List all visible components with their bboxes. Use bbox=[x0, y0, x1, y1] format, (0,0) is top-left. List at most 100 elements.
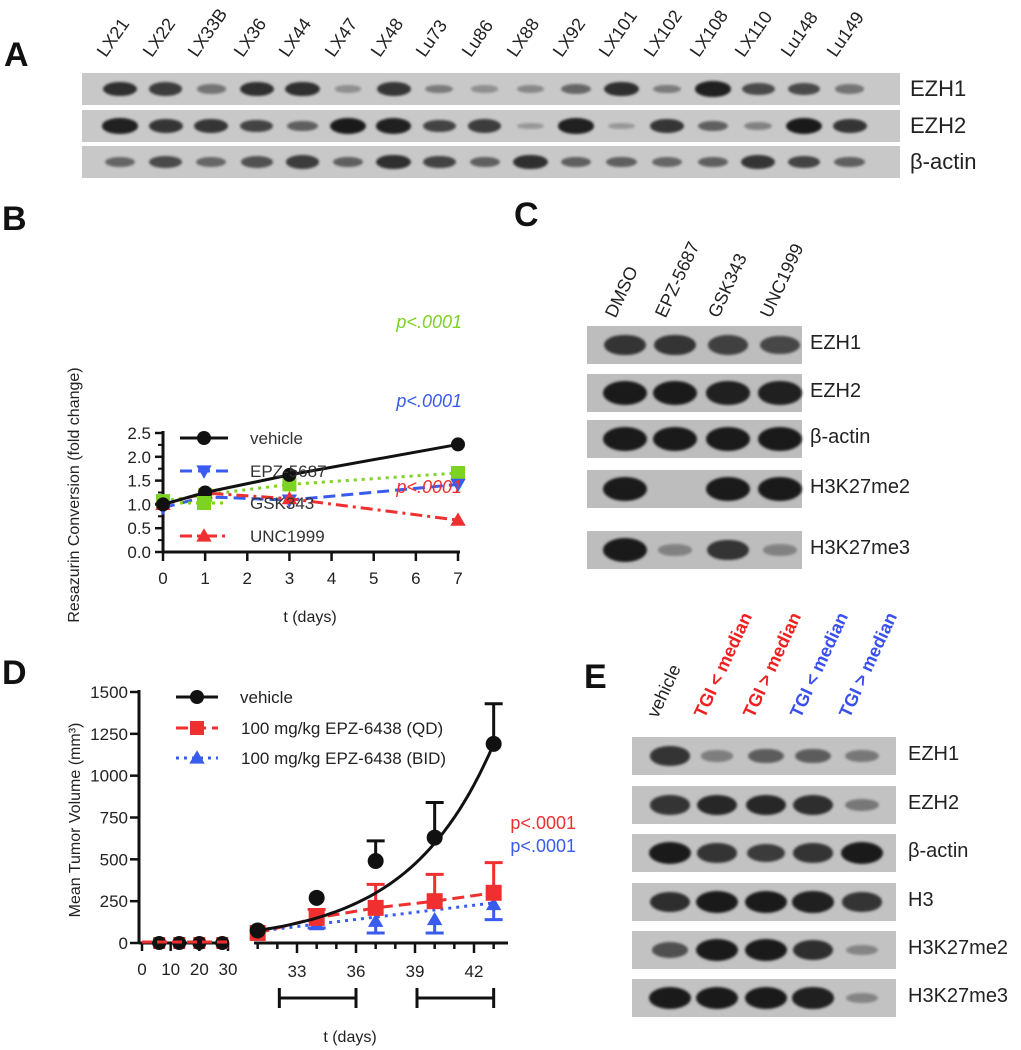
blot-band bbox=[650, 795, 690, 815]
blot-band bbox=[696, 987, 738, 1009]
blot-band bbox=[653, 427, 697, 451]
blot-band bbox=[649, 892, 691, 912]
blot-band bbox=[196, 156, 227, 168]
blot-band bbox=[695, 81, 731, 97]
blot-band bbox=[763, 544, 797, 556]
blot-band bbox=[842, 892, 882, 912]
lane-label: LX110 bbox=[731, 7, 777, 61]
panel-a-letter: A bbox=[4, 36, 29, 74]
svg-text:EPZ-5687: EPZ-5687 bbox=[250, 462, 327, 481]
blot-band bbox=[795, 748, 831, 764]
blot-band bbox=[148, 119, 183, 133]
svg-text:1.5: 1.5 bbox=[127, 472, 151, 491]
blot-row-label: β-actin bbox=[810, 426, 871, 448]
blot-strip-actin bbox=[82, 146, 900, 178]
blot-band bbox=[334, 85, 362, 93]
svg-text:5: 5 bbox=[369, 569, 378, 588]
lane-label: DMSO bbox=[600, 263, 642, 321]
svg-text:2.0: 2.0 bbox=[127, 448, 151, 467]
blot-band bbox=[748, 748, 784, 764]
blot-band bbox=[603, 538, 647, 562]
blot-row-label: H3 bbox=[908, 889, 934, 911]
blot-band bbox=[652, 84, 682, 94]
blot-band bbox=[758, 427, 802, 451]
blot-band bbox=[649, 842, 691, 864]
blot-band bbox=[102, 118, 138, 134]
blot-band bbox=[707, 539, 749, 561]
svg-text:250: 250 bbox=[100, 892, 128, 911]
blot-band bbox=[792, 940, 834, 960]
marker-square bbox=[451, 465, 465, 480]
y-axis-label: Mean Tumor Volume (mm³) bbox=[67, 723, 84, 918]
blot-band bbox=[516, 85, 545, 93]
lane-label: LX102 bbox=[639, 6, 687, 61]
blot-strip-ezh2 bbox=[587, 374, 802, 412]
lane-label: LX36 bbox=[229, 14, 271, 61]
svg-text:vehicle: vehicle bbox=[240, 688, 293, 707]
svg-text:500: 500 bbox=[100, 850, 128, 869]
blot-band bbox=[513, 154, 548, 170]
svg-text:1500: 1500 bbox=[90, 683, 128, 702]
blot-row-label: β-actin bbox=[908, 840, 969, 862]
marker-square bbox=[485, 884, 502, 901]
marker-circle bbox=[367, 853, 384, 870]
lane-label: Lu73 bbox=[411, 16, 452, 61]
lane-label: LX108 bbox=[685, 6, 732, 61]
blot-band bbox=[603, 427, 647, 451]
lane-label: LX48 bbox=[366, 14, 407, 61]
y-axis-label: Resazurin Conversion (fold change) bbox=[66, 367, 83, 622]
marker-square bbox=[190, 721, 204, 735]
blot-band bbox=[654, 334, 696, 356]
blot-band bbox=[608, 122, 635, 130]
blot-band bbox=[422, 155, 456, 169]
blot-band bbox=[285, 155, 320, 169]
blot-band bbox=[330, 118, 366, 134]
lane-label: LX22 bbox=[138, 14, 179, 61]
blot-band bbox=[376, 82, 411, 96]
blot-band bbox=[700, 750, 734, 762]
svg-text:20: 20 bbox=[190, 960, 209, 979]
lane-label: LX88 bbox=[503, 14, 544, 61]
chart-b-axes: 0.0 0.5 1.0 1.5 2.0 2.5 0 1 2 3 4 5 6 7 t (days) Resazu… bbox=[66, 367, 463, 626]
blot-band bbox=[560, 83, 592, 95]
blot-band bbox=[792, 987, 834, 1009]
marker-square bbox=[426, 893, 443, 910]
svg-text:3: 3 bbox=[285, 569, 294, 588]
svg-text:10: 10 bbox=[161, 960, 180, 979]
blot-band bbox=[745, 939, 787, 961]
marker-square bbox=[367, 899, 384, 916]
marker-circle bbox=[308, 889, 325, 906]
blot-band bbox=[149, 155, 182, 169]
blot-band bbox=[787, 82, 821, 96]
blot-row-label: β-actin bbox=[910, 149, 977, 174]
marker-circle bbox=[451, 437, 465, 452]
blot-row-label: H3K27me3 bbox=[908, 985, 1009, 1007]
blot-strip-h3k27me3 bbox=[587, 531, 802, 569]
panel-c-letter: C bbox=[514, 196, 539, 234]
blot-band bbox=[604, 81, 639, 97]
blot-band bbox=[696, 794, 738, 816]
blot-band bbox=[375, 118, 412, 134]
blot-row-label: EZH2 bbox=[908, 792, 960, 814]
blot-band bbox=[845, 799, 879, 811]
lane-label: Lu149 bbox=[822, 7, 868, 61]
blot-band bbox=[746, 843, 786, 863]
svg-text:100 mg/kg EPZ-6438 (QD): 100 mg/kg EPZ-6438 (QD) bbox=[241, 719, 443, 738]
blot-band bbox=[424, 84, 454, 94]
series-line-epz-5687 bbox=[162, 482, 459, 510]
panel-e-letter: E bbox=[584, 658, 607, 696]
blot-band bbox=[706, 381, 750, 405]
blot-band bbox=[832, 119, 867, 133]
blot-strip-ezh1 bbox=[587, 326, 802, 364]
blot-band bbox=[744, 121, 773, 131]
marker-circle bbox=[156, 497, 170, 512]
svg-text:2: 2 bbox=[243, 569, 252, 588]
blot-band bbox=[287, 120, 318, 132]
blot-band bbox=[846, 944, 878, 956]
blot-band bbox=[196, 84, 226, 94]
blot-band bbox=[604, 334, 646, 356]
svg-text:39: 39 bbox=[406, 962, 425, 981]
blot-band bbox=[696, 939, 738, 961]
marker-circle bbox=[190, 690, 204, 704]
lane-label: vehicle bbox=[642, 661, 685, 721]
